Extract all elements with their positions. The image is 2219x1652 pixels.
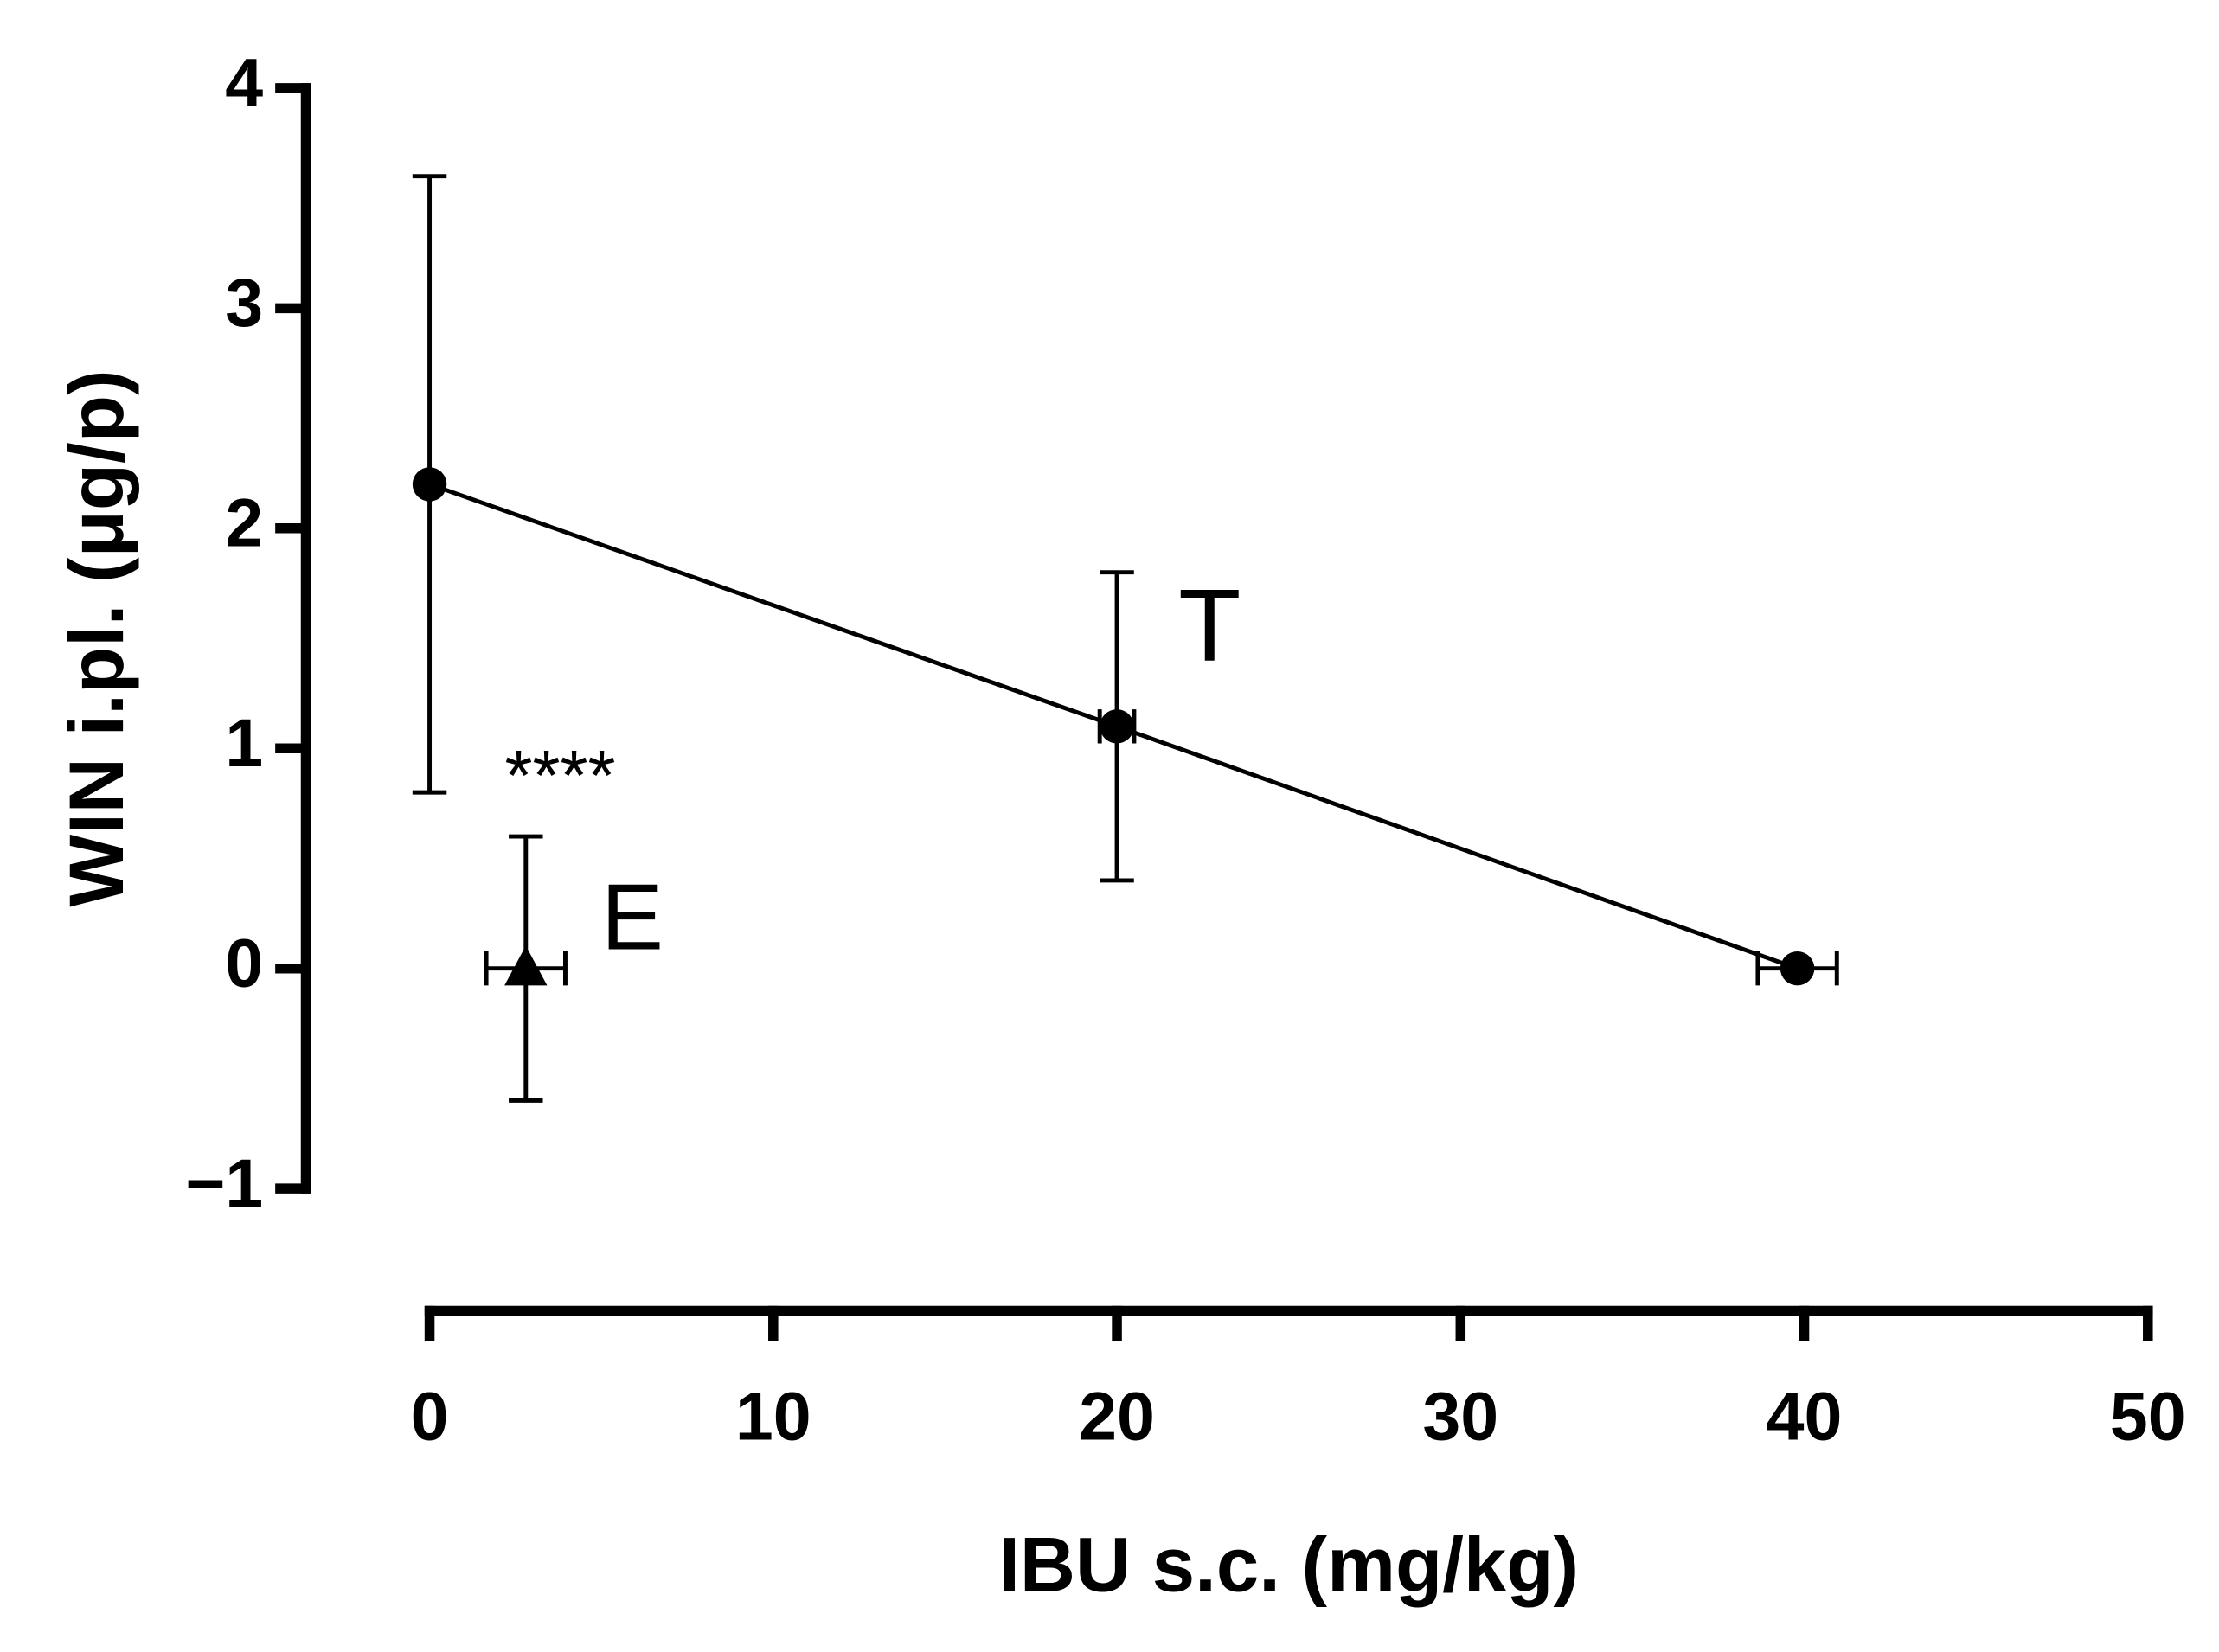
- y-tick-label: 3: [225, 265, 263, 341]
- annotation: E: [601, 864, 664, 969]
- x-tick-label: 10: [735, 1379, 811, 1455]
- x-tick-label: 40: [1767, 1379, 1843, 1455]
- annotation: ****: [505, 737, 616, 816]
- point: [1780, 951, 1815, 986]
- x-tick-label: 30: [1422, 1379, 1498, 1455]
- x-tick-label: 20: [1079, 1379, 1155, 1455]
- x-axis-label: IBU s.c. (mg/kg): [998, 1522, 1579, 1608]
- annotation: T: [1178, 569, 1241, 683]
- x-tick-label: 0: [411, 1379, 449, 1455]
- y-tick-label: 1: [225, 705, 263, 781]
- y-tick-label: 0: [225, 925, 263, 1002]
- y-tick-label: 4: [225, 45, 263, 121]
- y-tick-label: 2: [225, 485, 263, 561]
- point: [412, 467, 447, 502]
- point: [504, 945, 548, 986]
- y-tick-label: −1: [185, 1145, 263, 1221]
- point: [1100, 709, 1134, 744]
- y-axis-label: WIN i.pl. (μg/p): [54, 369, 139, 906]
- x-tick-label: 50: [2110, 1379, 2186, 1455]
